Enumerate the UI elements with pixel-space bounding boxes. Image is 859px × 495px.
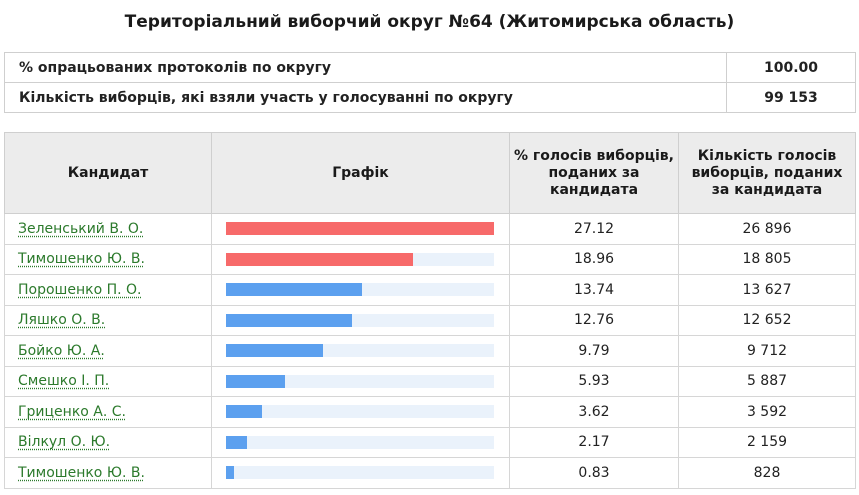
- candidate-cell: Порошенко П. О.: [4, 274, 212, 306]
- votes-cell: 2 159: [678, 426, 856, 458]
- chart-cell: [211, 304, 510, 336]
- bar-track: [226, 466, 494, 480]
- bar-fill: [226, 252, 414, 266]
- results-body: Зеленський В. О. 27.12 26 896 Тимошенко Ю. …: [4, 213, 856, 489]
- bar-fill: [226, 405, 262, 419]
- percent-cell: 13.74: [509, 274, 679, 306]
- table-row: Вілкул О. Ю. 2.17 2 159: [4, 426, 856, 458]
- votes-cell: 3 592: [678, 396, 856, 428]
- chart-cell: [211, 243, 510, 275]
- header-chart: Графік: [211, 132, 510, 214]
- candidate-link[interactable]: Вілкул О. Ю.: [18, 434, 111, 451]
- percent-cell: 2.17: [509, 426, 679, 458]
- bar-fill: [226, 435, 248, 449]
- bar-track: [226, 344, 494, 358]
- candidate-cell: Гриценко А. С.: [4, 396, 212, 428]
- chart-cell: [211, 457, 510, 489]
- candidate-link[interactable]: Смешко І. П.: [18, 373, 110, 390]
- table-row: Тимошенко Ю. В. 0.83 828: [4, 457, 856, 489]
- summary-row-processed: % опрацьованих протоколів по округу 100.…: [4, 52, 856, 83]
- candidate-link[interactable]: Гриценко А. С.: [18, 403, 126, 420]
- page-title: Територіальний виборчий округ №64 (Житом…: [124, 12, 735, 32]
- candidate-link[interactable]: Ляшко О. В.: [18, 312, 106, 329]
- table-row: Тимошенко Ю. В. 18.96 18 805: [4, 243, 856, 275]
- votes-cell: 828: [678, 457, 856, 489]
- chart-cell: [211, 335, 510, 367]
- candidate-link[interactable]: Зеленський В. О.: [18, 220, 144, 237]
- votes-cell: 5 887: [678, 365, 856, 397]
- chart-cell: [211, 426, 510, 458]
- candidate-cell: Тимошенко Ю. В.: [4, 457, 212, 489]
- bar-fill: [226, 374, 285, 388]
- bar-track: [226, 313, 494, 327]
- summary-table: % опрацьованих протоколів по округу 100.…: [4, 52, 856, 113]
- percent-cell: 0.83: [509, 457, 679, 489]
- header-votes: Кількість голосів виборців, поданих за к…: [678, 132, 856, 214]
- results-header-row: Кандидат Графік % голосів виборців, пода…: [4, 132, 856, 214]
- candidate-cell: Бойко Ю. А.: [4, 335, 212, 367]
- bar-track: [226, 252, 494, 266]
- table-row: Порошенко П. О. 13.74 13 627: [4, 274, 856, 306]
- bar-track: [226, 435, 494, 449]
- bar-track: [226, 283, 494, 297]
- votes-cell: 9 712: [678, 335, 856, 367]
- table-row: Ляшко О. В. 12.76 12 652: [4, 304, 856, 336]
- bar-track: [226, 374, 494, 388]
- candidate-link[interactable]: Тимошенко Ю. В.: [18, 464, 145, 481]
- votes-cell: 18 805: [678, 243, 856, 275]
- chart-cell: [211, 396, 510, 428]
- candidate-cell: Тимошенко Ю. В.: [4, 243, 212, 275]
- table-row: Гриценко А. С. 3.62 3 592: [4, 396, 856, 428]
- table-row: Смешко І. П. 5.93 5 887: [4, 365, 856, 397]
- bar-track: [226, 405, 494, 419]
- summary-label: % опрацьованих протоколів по округу: [4, 52, 727, 83]
- votes-cell: 13 627: [678, 274, 856, 306]
- chart-cell: [211, 274, 510, 306]
- votes-cell: 26 896: [678, 213, 856, 245]
- bar-fill: [226, 222, 494, 236]
- summary-value: 99 153: [726, 82, 856, 113]
- percent-cell: 12.76: [509, 304, 679, 336]
- candidate-cell: Смешко І. П.: [4, 365, 212, 397]
- candidate-cell: Ляшко О. В.: [4, 304, 212, 336]
- summary-row-turnout: Кількість виборців, які взяли участь у г…: [4, 82, 856, 113]
- bar-track: [226, 222, 494, 236]
- percent-cell: 5.93: [509, 365, 679, 397]
- results-table: Кандидат Графік % голосів виборців, пода…: [4, 132, 856, 489]
- bar-fill: [226, 466, 235, 480]
- chart-cell: [211, 213, 510, 245]
- bar-fill: [226, 344, 323, 358]
- summary-label: Кількість виборців, які взяли участь у г…: [4, 82, 727, 113]
- percent-cell: 3.62: [509, 396, 679, 428]
- bar-fill: [226, 283, 362, 297]
- percent-cell: 9.79: [509, 335, 679, 367]
- chart-cell: [211, 365, 510, 397]
- header-candidate: Кандидат: [4, 132, 212, 214]
- candidate-link[interactable]: Тимошенко Ю. В.: [18, 251, 145, 268]
- summary-value: 100.00: [726, 52, 856, 83]
- percent-cell: 18.96: [509, 243, 679, 275]
- table-row: Бойко Ю. А. 9.79 9 712: [4, 335, 856, 367]
- table-row: Зеленський В. О. 27.12 26 896: [4, 213, 856, 245]
- candidate-link[interactable]: Бойко Ю. А.: [18, 342, 105, 359]
- candidate-link[interactable]: Порошенко П. О.: [18, 281, 142, 298]
- votes-cell: 12 652: [678, 304, 856, 336]
- bar-fill: [226, 313, 353, 327]
- percent-cell: 27.12: [509, 213, 679, 245]
- candidate-cell: Зеленський В. О.: [4, 213, 212, 245]
- header-percent: % голосів виборців, поданих за кандидата: [509, 132, 679, 214]
- candidate-cell: Вілкул О. Ю.: [4, 426, 212, 458]
